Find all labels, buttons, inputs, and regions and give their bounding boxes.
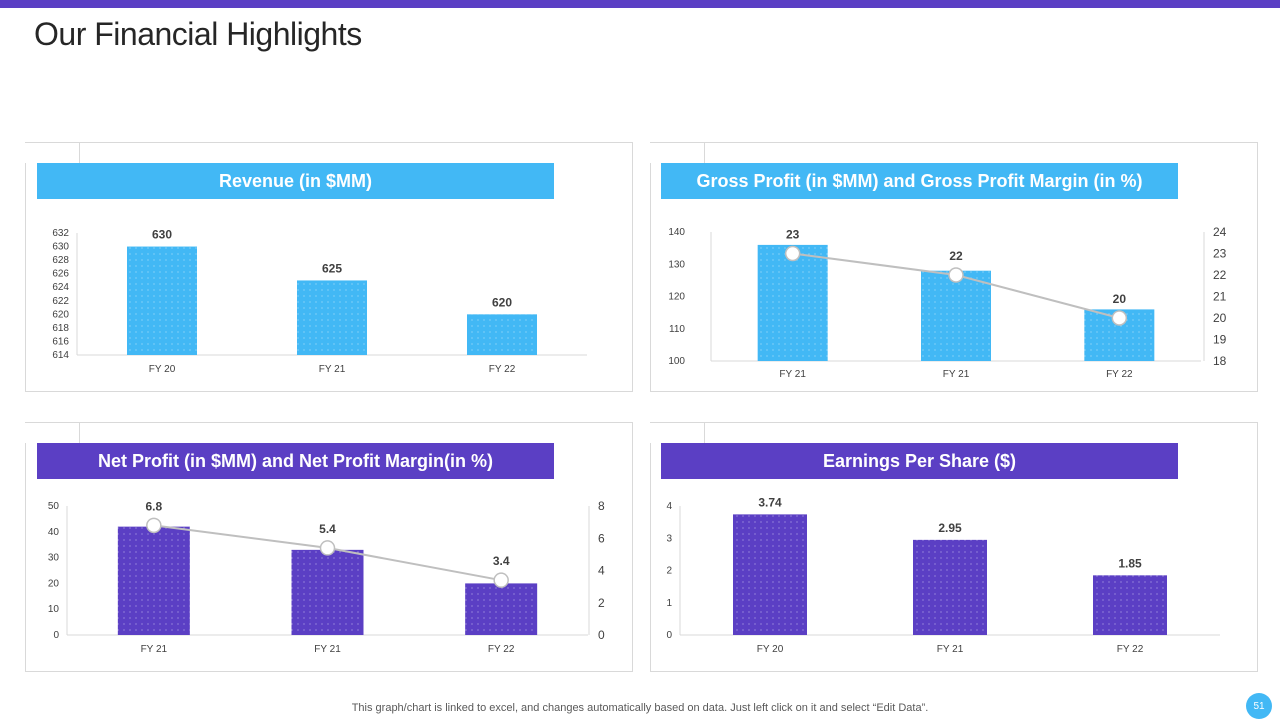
gross-profit-panel-tab [650,142,705,163]
y-tick-label: 0 [666,630,672,641]
gross-profit-chart[interactable]: 140 130 120 110 100 FY 21 FY 21 FY 22 24 23 22 21 20… [650,215,1260,390]
y2-tick-label: 22 [1213,268,1227,282]
bar [117,526,190,635]
eps-chart-title: Earnings Per Share ($) [661,443,1178,479]
line-data-label: 3.4 [493,554,510,568]
line-data-label: 22 [949,249,963,263]
x-tick-label: FY 20 [757,644,784,655]
line-data-label: 5.4 [319,522,336,536]
net-profit-panel-tab [25,422,80,443]
bar [467,314,537,355]
y-tick-label: 140 [668,227,685,238]
y-tick-label: 2 [666,566,672,577]
x-tick-label: FY 21 [314,644,341,655]
y-tick-label: 622 [52,296,69,307]
y-tick-label: 628 [52,255,69,266]
x-tick-label: FY 22 [489,364,516,375]
bar [757,244,828,361]
line-data-label: 23 [786,228,800,242]
y2-tick-label: 6 [598,531,605,545]
y-tick-label: 40 [48,527,60,538]
y-tick-label: 632 [52,228,69,239]
y-tick-label: 620 [52,309,69,320]
revenue-panel-tab [25,142,80,163]
line-marker [319,540,336,556]
y2-tick-label: 4 [598,564,605,578]
eps-chart[interactable]: 4 3 2 1 0 FY 20 3.74 FY 21 2.95 FY 22 1.85 [650,495,1260,670]
bar [297,280,367,355]
y-tick-label: 100 [668,356,685,367]
revenue-chart-title: Revenue (in $MM) [37,163,554,199]
data-label: 3.74 [758,495,782,509]
data-label: 625 [322,261,342,275]
y-tick-label: 630 [52,242,69,253]
line-data-label: 6.8 [145,499,162,513]
y-tick-label: 110 [669,324,685,335]
gross-profit-chart-title: Gross Profit (in $MM) and Gross Profit M… [661,163,1178,199]
footer-note: This graph/chart is linked to excel, and… [351,702,929,714]
line-marker [1111,310,1128,326]
page-number-badge: 51 [1246,693,1272,719]
y-tick-label: 3 [666,533,672,544]
y-tick-label: 10 [48,604,60,615]
data-label: 1.85 [1118,556,1142,570]
x-tick-label: FY 21 [779,369,806,380]
net-profit-chart-title: Net Profit (in $MM) and Net Profit Margi… [37,443,554,479]
line-marker [784,245,801,262]
y2-tick-label: 18 [1213,354,1227,368]
y2-tick-label: 20 [1213,311,1227,325]
bar [913,539,987,635]
y-tick-label: 0 [53,630,59,641]
x-tick-label: FY 22 [1106,369,1133,380]
y2-tick-label: 21 [1213,290,1227,304]
y2-tick-label: 8 [598,499,605,513]
line-marker [493,572,509,588]
data-label: 2.95 [938,521,962,535]
line-marker [146,517,162,534]
bar [465,583,538,635]
y-tick-label: 130 [668,259,685,270]
y-tick-label: 614 [52,350,69,361]
y-tick-label: 4 [666,501,672,512]
y-tick-label: 120 [668,292,685,303]
bar [921,270,991,361]
y-tick-label: 30 [48,553,60,564]
y-tick-label: 616 [52,336,69,347]
y-tick-label: 626 [52,269,69,280]
x-tick-label: FY 21 [943,369,970,380]
y2-tick-label: 0 [598,628,605,642]
y-tick-label: 20 [48,578,60,589]
y-tick-label: 624 [52,282,69,293]
page-title: Our Financial Highlights [34,16,362,52]
bar [127,246,197,355]
data-label: 630 [152,228,172,242]
x-tick-label: FY 21 [141,644,168,655]
y2-tick-label: 19 [1213,333,1227,347]
y2-tick-label: 23 [1213,247,1227,261]
x-tick-label: FY 22 [1117,644,1144,655]
line-data-label: 20 [1113,292,1127,306]
y2-tick-label: 24 [1213,225,1227,239]
top-accent-bar [0,0,1280,8]
data-label: 620 [492,295,512,309]
x-tick-label: FY 21 [319,364,346,375]
x-tick-label: FY 21 [937,644,964,655]
line-marker [948,267,964,283]
eps-panel-tab [650,422,705,443]
y-tick-label: 1 [666,598,672,609]
revenue-chart[interactable]: 632 630 628 626 624 622 620 618 616 614 FY 20 630 FY… [25,215,635,390]
x-tick-label: FY 20 [149,364,176,375]
y-tick-label: 50 [48,501,60,512]
y2-tick-label: 2 [598,596,605,610]
x-tick-label: FY 22 [488,644,515,655]
bar [1093,575,1167,635]
bar [291,549,364,635]
bar [733,514,807,635]
y-tick-label: 618 [52,323,69,334]
